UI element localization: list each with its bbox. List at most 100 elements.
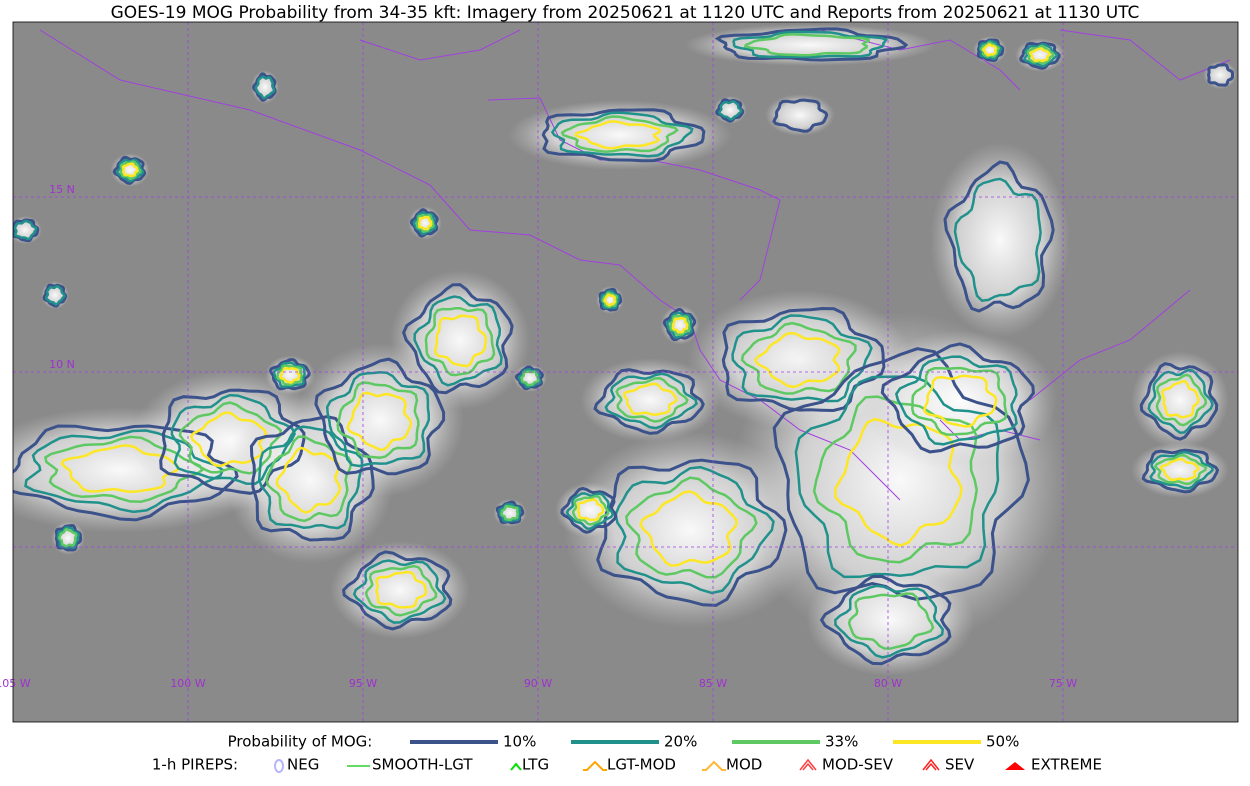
contour (265, 435, 353, 523)
legend-title: Probability of MOG: (228, 733, 373, 751)
contour (24, 429, 225, 514)
contour (560, 486, 618, 534)
contour (352, 559, 447, 624)
contour (268, 357, 311, 391)
contour (364, 564, 438, 617)
lon-label: 100 W (170, 677, 205, 690)
contour (911, 366, 1008, 436)
contour (573, 120, 661, 150)
coastline (487, 97, 781, 301)
contour (714, 27, 909, 62)
contour (740, 321, 857, 395)
coastline (359, 29, 1231, 91)
contour (565, 492, 615, 530)
contour (58, 527, 78, 548)
legend-label: MOD-SEV (822, 756, 894, 774)
contour (819, 574, 952, 666)
contour (894, 355, 1018, 446)
contour (336, 381, 420, 459)
legend-label: NEG (287, 756, 319, 774)
contour (276, 364, 303, 386)
legend-label: 20% (664, 733, 697, 751)
contour (753, 331, 841, 389)
contour (45, 284, 66, 306)
contour (550, 111, 694, 158)
contour (614, 465, 775, 595)
contour (189, 411, 268, 468)
contour (54, 523, 83, 552)
contour (325, 371, 431, 468)
contour (622, 382, 678, 416)
contour (603, 293, 617, 307)
contour (412, 211, 437, 236)
contour (424, 306, 496, 377)
contour (60, 444, 180, 494)
contour (604, 372, 698, 430)
lon-label: 95 W (349, 677, 377, 690)
legend-label: 10% (503, 733, 536, 751)
contour (413, 295, 503, 387)
contour (976, 38, 1005, 63)
contour (743, 33, 870, 57)
legend-label: SMOOTH-LGT (372, 756, 473, 774)
contour (1155, 373, 1208, 427)
contour (571, 494, 610, 526)
contour (159, 388, 306, 495)
contour (1153, 453, 1208, 486)
borders (39, 29, 1231, 501)
pirep-icon (799, 758, 817, 771)
contour (953, 177, 1042, 303)
contour (272, 361, 306, 389)
coastline (39, 29, 901, 501)
contour (943, 160, 1055, 313)
contour (1023, 43, 1059, 68)
contour (1147, 368, 1214, 434)
contour (593, 368, 705, 435)
contour (13, 424, 239, 522)
lon-label: 75 W (1049, 677, 1077, 690)
contour (257, 425, 364, 530)
contour (979, 41, 1001, 58)
lat-label: 10 N (49, 358, 75, 371)
pirep-icon (702, 760, 726, 771)
lat-label: 15 N (49, 183, 75, 196)
contour (541, 108, 706, 163)
lon-label: 80 W (874, 677, 902, 690)
legend-label: LTG (522, 756, 549, 774)
contour (1149, 450, 1214, 490)
map-frame (12, 21, 1239, 723)
title: GOES-19 MOG Probability from 34-35 kft: … (111, 3, 1140, 23)
contour (500, 504, 519, 522)
contour (112, 155, 147, 185)
contour (1026, 44, 1055, 65)
contour (314, 357, 446, 476)
contour (1206, 63, 1234, 87)
legend-label: 50% (986, 733, 1019, 751)
contour (732, 30, 888, 59)
contour (418, 215, 433, 231)
contour (415, 214, 435, 233)
contour (721, 306, 886, 413)
contour (615, 376, 689, 423)
lon-label: 105 W (0, 677, 31, 690)
contour (1159, 457, 1200, 482)
lon-label: 85 W (699, 677, 727, 690)
pirep-icon (274, 759, 284, 773)
contour (731, 314, 873, 403)
legend-label: 33% (825, 733, 858, 751)
pirep-icon (1005, 762, 1025, 770)
contour (834, 584, 944, 659)
contour (121, 162, 139, 178)
contour (834, 417, 963, 547)
contour (600, 289, 620, 310)
contour (249, 415, 375, 542)
contour (375, 570, 428, 609)
contour (772, 347, 1030, 601)
contour (669, 314, 691, 336)
legend-label: EXTREME (1031, 756, 1102, 774)
contour (847, 592, 935, 650)
contour (624, 476, 758, 579)
legend-label: SEV (945, 756, 975, 774)
contour (279, 367, 301, 384)
